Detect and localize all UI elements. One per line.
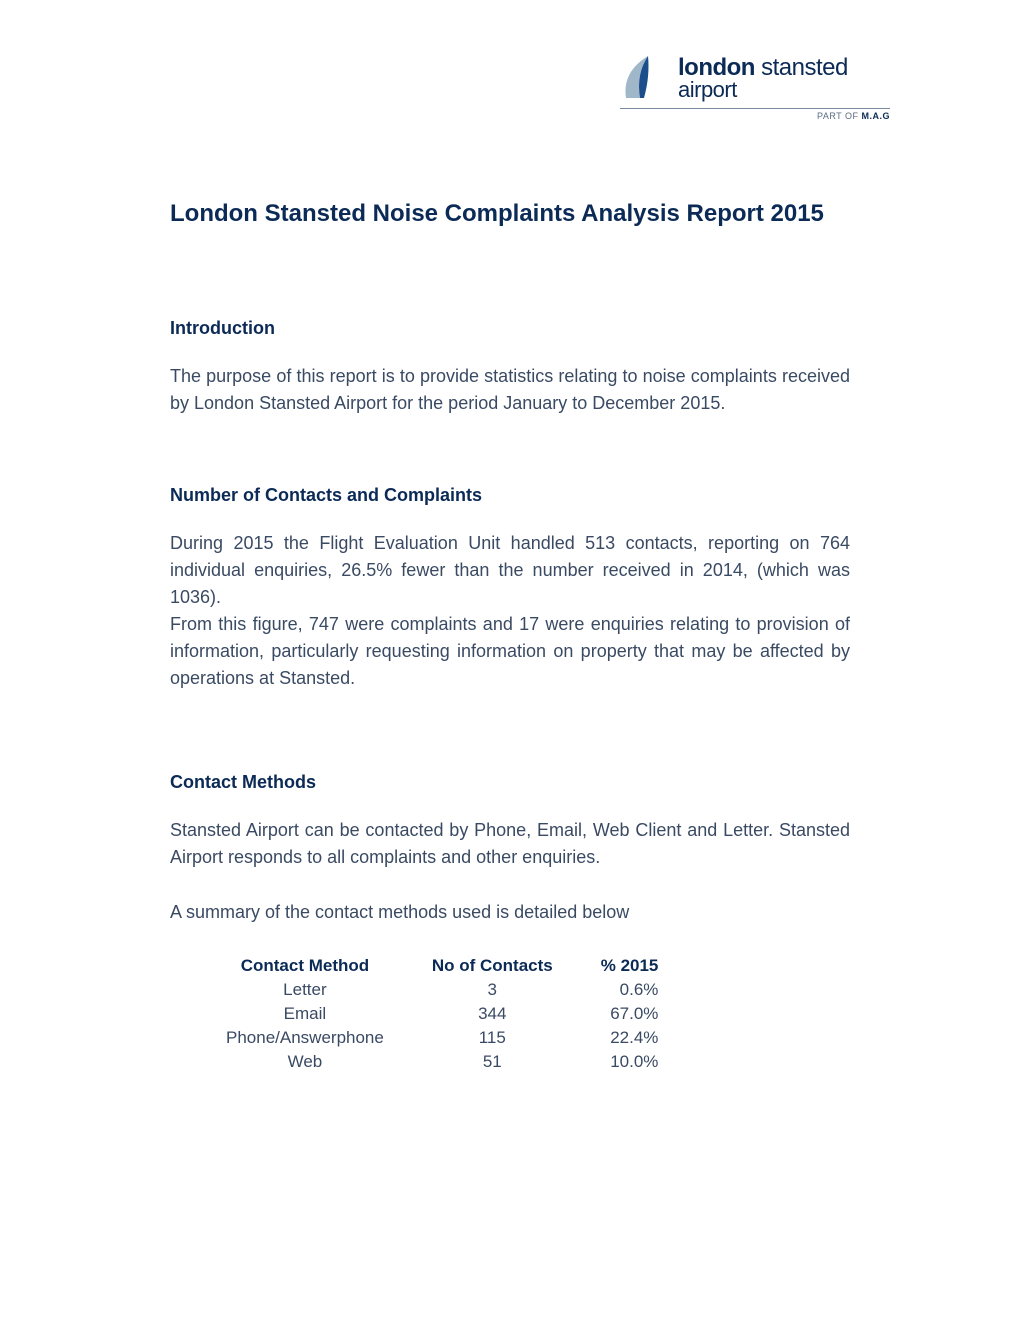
page-title: London Stansted Noise Complaints Analysi… (170, 200, 850, 228)
col-header-percent: % 2015 (577, 954, 683, 978)
contact-methods-table: Contact Method No of Contacts % 2015 Let… (202, 954, 682, 1074)
methods-body-1: Stansted Airport can be contacted by Pho… (170, 817, 850, 871)
counts-body-2: From this figure, 747 were complaints an… (170, 611, 850, 692)
section-heading-counts: Number of Contacts and Complaints (170, 485, 850, 506)
cell-percent: 67.0% (577, 1002, 683, 1026)
logo-text: london stansted airport (678, 55, 848, 101)
cell-contacts: 51 (408, 1050, 577, 1074)
methods-body-2: A summary of the contact methods used is… (170, 899, 850, 926)
cell-percent: 10.0% (577, 1050, 683, 1074)
logo-line2: airport (678, 78, 848, 101)
logo-line1-light: stansted (755, 54, 848, 81)
intro-body: The purpose of this report is to provide… (170, 363, 850, 417)
table-row: Email 344 67.0% (202, 1002, 682, 1026)
cell-method: Phone/Answerphone (202, 1026, 408, 1050)
counts-body-1: During 2015 the Flight Evaluation Unit h… (170, 530, 850, 611)
logo-tagline: PART OF M.A.G (620, 111, 890, 121)
logo-swoosh-icon (620, 52, 672, 104)
table-header-row: Contact Method No of Contacts % 2015 (202, 954, 682, 978)
cell-percent: 22.4% (577, 1026, 683, 1050)
cell-percent: 0.6% (577, 978, 683, 1002)
cell-contacts: 115 (408, 1026, 577, 1050)
section-heading-methods: Contact Methods (170, 772, 850, 793)
table-row: Web 51 10.0% (202, 1050, 682, 1074)
col-header-method: Contact Method (202, 954, 408, 978)
cell-contacts: 3 (408, 978, 577, 1002)
col-header-contacts: No of Contacts (408, 954, 577, 978)
cell-method: Email (202, 1002, 408, 1026)
table-row: Letter 3 0.6% (202, 978, 682, 1002)
table-row: Phone/Answerphone 115 22.4% (202, 1026, 682, 1050)
logo-tag-prefix: PART OF (817, 111, 862, 121)
header-logo: london stansted airport PART OF M.A.G (620, 52, 890, 121)
cell-method: Web (202, 1050, 408, 1074)
logo-tag-bold: M.A.G (862, 111, 891, 121)
section-heading-intro: Introduction (170, 318, 850, 339)
cell-contacts: 344 (408, 1002, 577, 1026)
cell-method: Letter (202, 978, 408, 1002)
logo-divider (620, 108, 890, 109)
